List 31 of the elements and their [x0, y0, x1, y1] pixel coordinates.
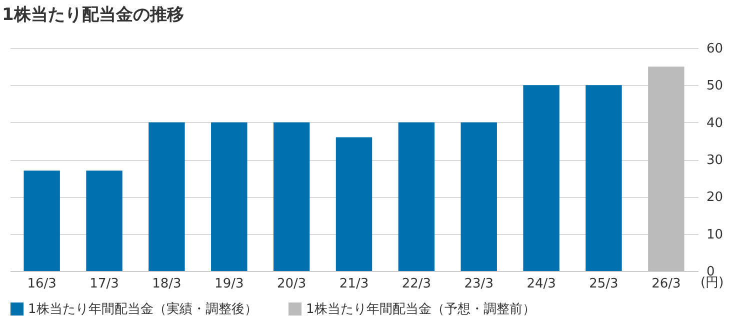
x-tick-label: 18/3: [152, 276, 182, 292]
x-tick-label: 24/3: [526, 276, 556, 292]
legend-label: 1株当たり年間配当金（予想・調整前）: [306, 302, 536, 317]
x-tick-label: 25/3: [589, 276, 618, 292]
y-tick-label: 10: [706, 227, 724, 242]
bar: [460, 122, 497, 271]
y-tick-label: 20: [706, 190, 724, 206]
x-tick-label: 17/3: [90, 276, 119, 292]
x-tick-label: 23/3: [464, 276, 494, 292]
bar: [273, 122, 310, 271]
bar: [24, 170, 60, 271]
chart-title: 1株当たり配当金の推移: [2, 5, 184, 25]
y-tick-label: 60: [706, 42, 724, 56]
bar: [398, 122, 435, 271]
bar: [148, 122, 185, 271]
x-tick-label: 20/3: [276, 276, 306, 292]
x-tick-label: 21/3: [339, 276, 369, 292]
bar: [648, 66, 684, 271]
y-tick-label: 40: [706, 116, 724, 131]
bar: [336, 137, 372, 271]
x-tick-label: 19/3: [214, 276, 244, 292]
legend-label: 1株当たり年間配当金（実績・調整後）: [28, 301, 258, 317]
bar: [523, 85, 560, 271]
x-tick-label: 16/3: [27, 276, 56, 292]
y-tick-label: 50: [706, 78, 724, 94]
bar: [211, 122, 248, 271]
bar: [86, 170, 122, 271]
y-tick-label: 30: [706, 153, 724, 168]
x-tick-label: 26/3: [652, 276, 681, 292]
x-tick-label: 22/3: [402, 276, 432, 292]
bar: [586, 85, 622, 271]
